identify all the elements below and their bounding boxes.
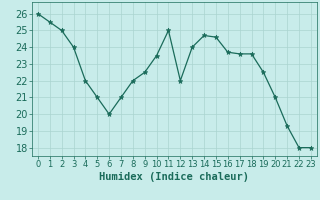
X-axis label: Humidex (Indice chaleur): Humidex (Indice chaleur) — [100, 172, 249, 182]
